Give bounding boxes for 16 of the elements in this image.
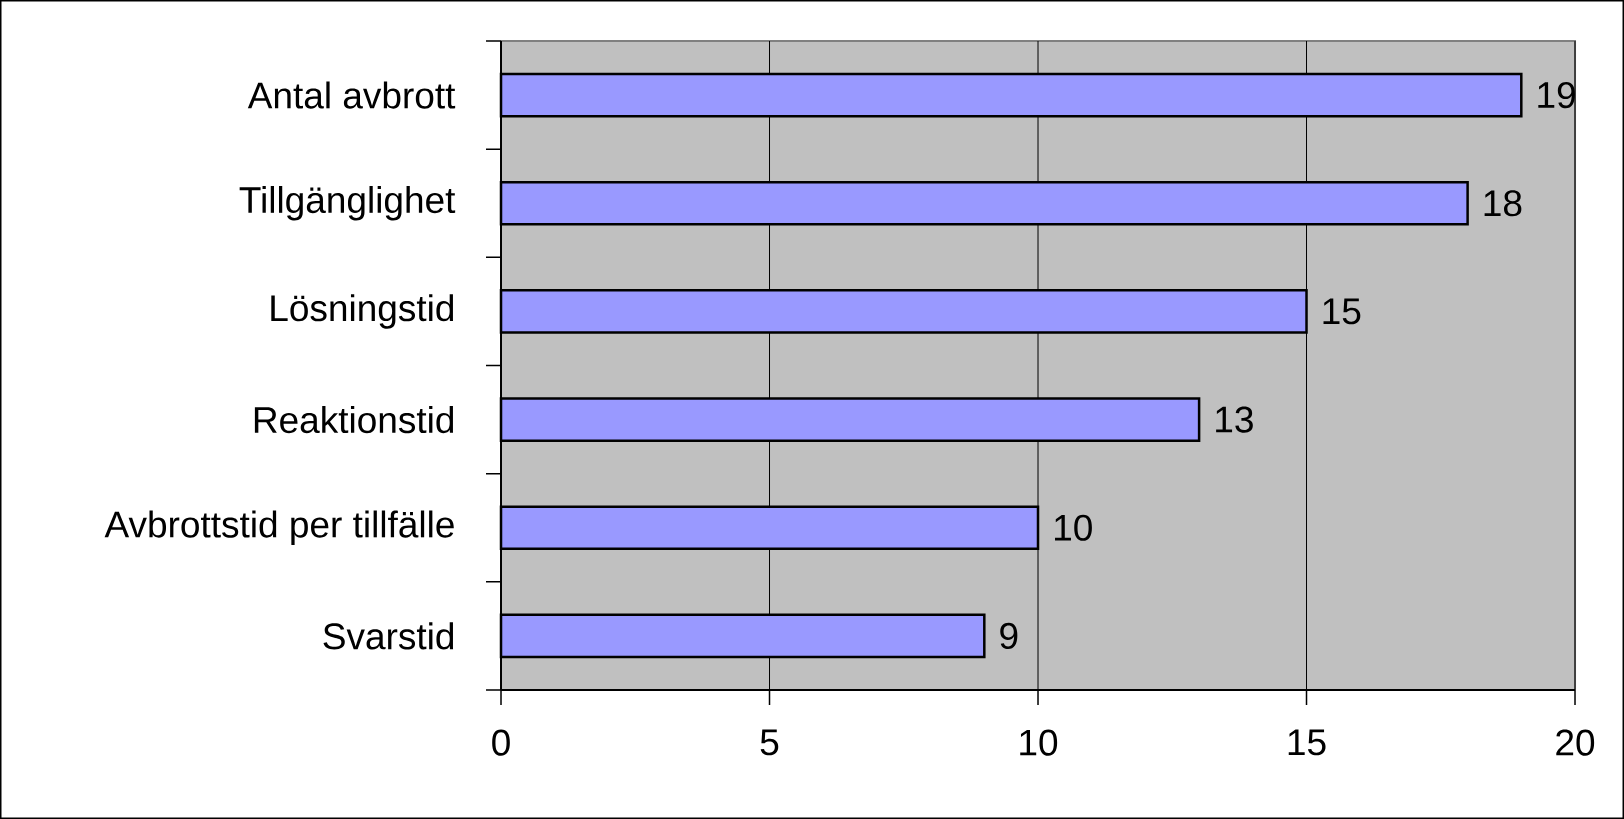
y-tick-label: Tillgänglighet [239,185,456,221]
data-label: 13 [1216,406,1253,433]
x-tick-label: 20 [1556,729,1595,756]
x-tick-label: 5 [760,729,779,756]
data-label: 9 [1000,622,1018,650]
x-tick-label: 15 [1288,729,1326,756]
x-tick-label: 10 [1020,729,1058,756]
y-tick-label: Avbrottstid per tillfälle [104,510,454,545]
y-tick-label: Svarstid [323,622,454,650]
y-tick-label: Lösningstid [271,294,454,329]
y-tick-label: Antal avbrott [247,81,456,109]
data-label: 15 [1323,298,1361,325]
data-label: 10 [1055,514,1092,541]
y-tick-label: Reaktionstid [254,405,454,434]
data-label: 18 [1484,190,1522,217]
x-tick-label: 0 [492,729,510,756]
